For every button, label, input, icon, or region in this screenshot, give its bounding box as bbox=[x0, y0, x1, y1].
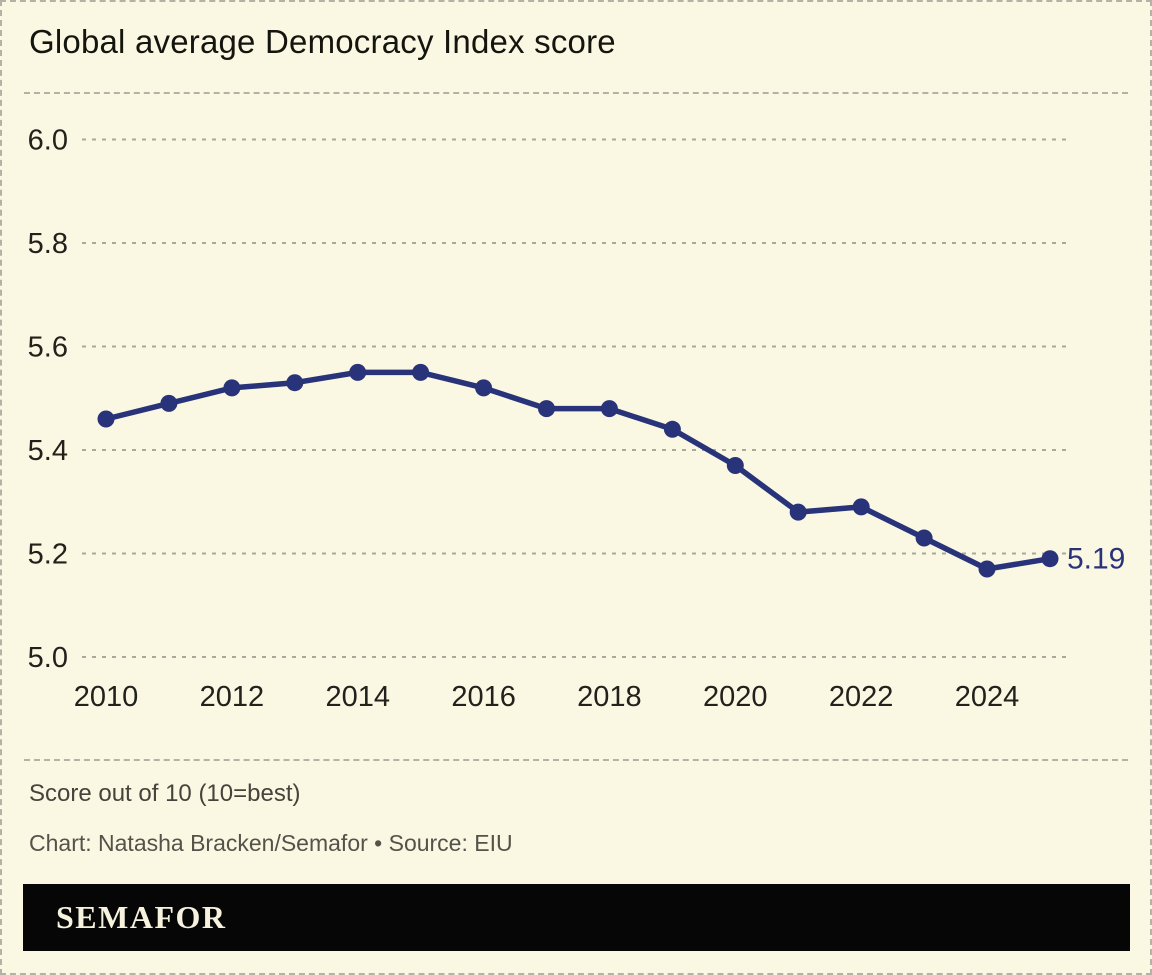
x-tick-label: 2022 bbox=[829, 681, 894, 713]
data-point-2025 bbox=[1041, 550, 1059, 568]
chart-title: Global average Democracy Index score bbox=[29, 23, 616, 60]
data-point-2012 bbox=[223, 379, 241, 397]
footer-separator bbox=[24, 759, 1128, 761]
x-tick-label: 2024 bbox=[955, 681, 1020, 713]
title-separator bbox=[24, 92, 1128, 94]
semafor-logo: SEMAFOR bbox=[56, 899, 227, 935]
y-tick-label: 5.6 bbox=[28, 332, 68, 364]
data-point-2018 bbox=[600, 400, 618, 418]
data-point-2021 bbox=[789, 503, 807, 521]
data-point-2014 bbox=[349, 363, 367, 381]
axis-note: Score out of 10 (10=best) bbox=[29, 780, 301, 807]
data-point-2015 bbox=[412, 363, 430, 381]
y-tick-label: 5.0 bbox=[28, 642, 68, 674]
data-point-2017 bbox=[538, 400, 555, 418]
y-tick-label: 5.2 bbox=[28, 539, 68, 571]
y-tick-label: 5.8 bbox=[28, 228, 68, 260]
data-point-2013 bbox=[286, 374, 304, 392]
x-tick-label: 2014 bbox=[325, 681, 390, 713]
data-point-2023 bbox=[915, 529, 933, 547]
x-tick-label: 2012 bbox=[200, 681, 265, 713]
data-point-2016 bbox=[475, 379, 493, 397]
x-tick-label: 2020 bbox=[703, 681, 768, 713]
data-line bbox=[103, 369, 1053, 572]
end-value-label: 5.19 bbox=[1067, 543, 1125, 576]
data-point-2019 bbox=[663, 420, 681, 438]
y-tick-label: 6.0 bbox=[28, 125, 68, 157]
data-point-2010 bbox=[97, 410, 115, 428]
x-tick-label: 2010 bbox=[74, 681, 139, 713]
y-tick-label: 5.4 bbox=[28, 435, 68, 467]
data-point-2011 bbox=[160, 394, 178, 412]
semafor-logo-bar: SEMAFOR bbox=[23, 884, 1130, 951]
x-tick-label: 2016 bbox=[451, 681, 516, 713]
data-point-2020 bbox=[726, 457, 744, 474]
credit-line: Chart: Natasha Bracken/Semafor • Source:… bbox=[29, 830, 513, 856]
x-tick-label: 2018 bbox=[577, 681, 642, 713]
data-point-2024 bbox=[978, 560, 996, 578]
data-point-2022 bbox=[852, 498, 870, 516]
